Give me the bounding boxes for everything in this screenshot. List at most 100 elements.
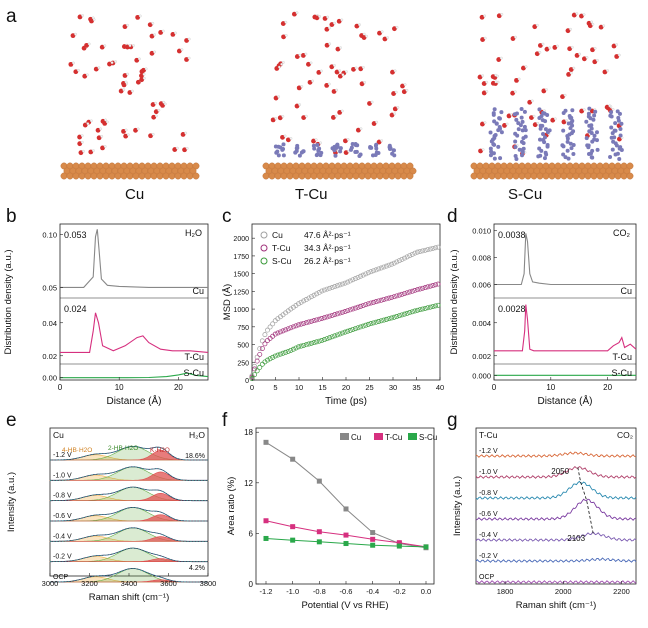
ligand-atom (589, 123, 594, 128)
x-tick-label: 30 (389, 383, 397, 392)
msd-point-Cu (360, 272, 366, 278)
msd-point-Cu (309, 294, 314, 300)
water-hydrogen (590, 20, 593, 24)
msd-point-Cu (386, 262, 392, 268)
water-oxygen (617, 136, 622, 142)
water-hydrogen (393, 69, 397, 73)
spectrum-trace (475, 557, 637, 563)
ligand-atom (492, 156, 497, 161)
ligand-atom (312, 146, 317, 151)
spectrum-trace (475, 580, 637, 584)
ligand-atom (496, 144, 501, 149)
water-oxygen (121, 81, 126, 86)
water-oxygen (176, 48, 182, 54)
msd-point-T-Cu (316, 316, 322, 322)
ligand-atom (612, 135, 617, 140)
cu-atom (186, 172, 194, 180)
ligand-atom (520, 150, 525, 155)
water-oxygen (123, 133, 129, 139)
msd-point-S-Cu (365, 321, 371, 327)
msd-point-S-Cu (376, 319, 382, 324)
water-hydrogen (494, 73, 498, 77)
y-axis-label: Distribution density (a.u.) (3, 249, 14, 354)
water-oxygen (151, 114, 157, 120)
legend-swatch-Cu (340, 433, 349, 440)
x-tick-label: 2200 (613, 587, 630, 596)
peak-value-label: 0.053 (64, 230, 87, 240)
component-2hb-fill (49, 527, 209, 542)
y-tick-label: 500 (237, 343, 249, 350)
y-tick-label: 0.02 (42, 352, 57, 361)
corner-label-left: T-Cu (479, 430, 498, 440)
y-axis-label: Intensity (a.u.) (6, 472, 17, 532)
water-hydrogen (582, 13, 586, 16)
cu-atom (620, 172, 628, 180)
ligand-atom (591, 117, 596, 122)
msd-point-T-Cu (433, 282, 438, 288)
msd-point-T-Cu (275, 330, 281, 336)
water-hydrogen (326, 15, 329, 19)
cu-atom (72, 172, 80, 180)
water-hydrogen (340, 109, 344, 113)
water-oxygen (337, 109, 343, 115)
msd-point-Cu (373, 267, 379, 273)
ligand-atom (523, 128, 528, 133)
cu-atom (322, 172, 330, 180)
water-oxygen (73, 69, 79, 75)
water-hydrogen (295, 11, 299, 15)
msd-point-S-Cu (257, 364, 263, 370)
cu-atom (358, 172, 366, 180)
water-oxygen (277, 115, 283, 121)
ligand-atom (561, 144, 566, 149)
water-hydrogen (277, 95, 280, 99)
water-oxygen (172, 147, 178, 152)
potential-label: -1.0 V (479, 469, 498, 476)
series-marker-Cu (290, 456, 296, 462)
ligand-atom (570, 108, 575, 113)
msd-point-T-Cu (277, 329, 283, 335)
msd-point-Cu (303, 297, 309, 302)
ligand-atom (522, 109, 527, 114)
potential-label: OCP (53, 574, 69, 581)
msd-point-S-Cu (265, 357, 270, 363)
cu-atom (623, 167, 631, 175)
cu-atom (352, 172, 360, 180)
ligand-atom (497, 116, 502, 121)
ligand-atom (538, 126, 543, 131)
cu-atom (292, 172, 300, 180)
legend-label-T-Cu: T-Cu (385, 433, 402, 442)
msd-point-T-Cu (311, 318, 317, 324)
cu-atom (262, 172, 270, 180)
ligand-atom (584, 136, 589, 141)
corner-label-right: CO₂ (617, 430, 633, 440)
cu-atom (162, 172, 170, 180)
water-oxygen (100, 145, 105, 151)
cu-atom (376, 172, 384, 180)
species-label: CO₂ (613, 228, 631, 238)
ligand-atom (317, 146, 322, 151)
y-tick-label: 12 (244, 479, 253, 488)
series-marker-S-Cu (396, 543, 402, 549)
msd-point-Cu (340, 281, 345, 287)
ligand-atom (315, 143, 320, 148)
water-hydrogen (530, 99, 534, 103)
water-hydrogen (124, 128, 128, 132)
water-hydrogen (572, 66, 576, 70)
water-oxygen (99, 44, 105, 50)
water-oxygen (301, 115, 307, 120)
water-hydrogen (162, 100, 166, 104)
water-oxygen (481, 90, 487, 96)
ligand-atom (520, 153, 525, 158)
water-oxygen (371, 121, 377, 126)
water-hydrogen (585, 56, 589, 59)
water-oxygen (574, 53, 580, 58)
water-oxygen (170, 31, 176, 37)
water-hydrogen (513, 90, 517, 94)
cu-atom (554, 172, 562, 180)
water-oxygen (590, 47, 595, 53)
msd-point-S-Cu (433, 303, 438, 309)
water-hydrogen (86, 122, 90, 125)
msd-point-T-Cu (290, 324, 296, 330)
ligand-atom (619, 121, 624, 126)
msd-point-S-Cu (321, 337, 327, 343)
